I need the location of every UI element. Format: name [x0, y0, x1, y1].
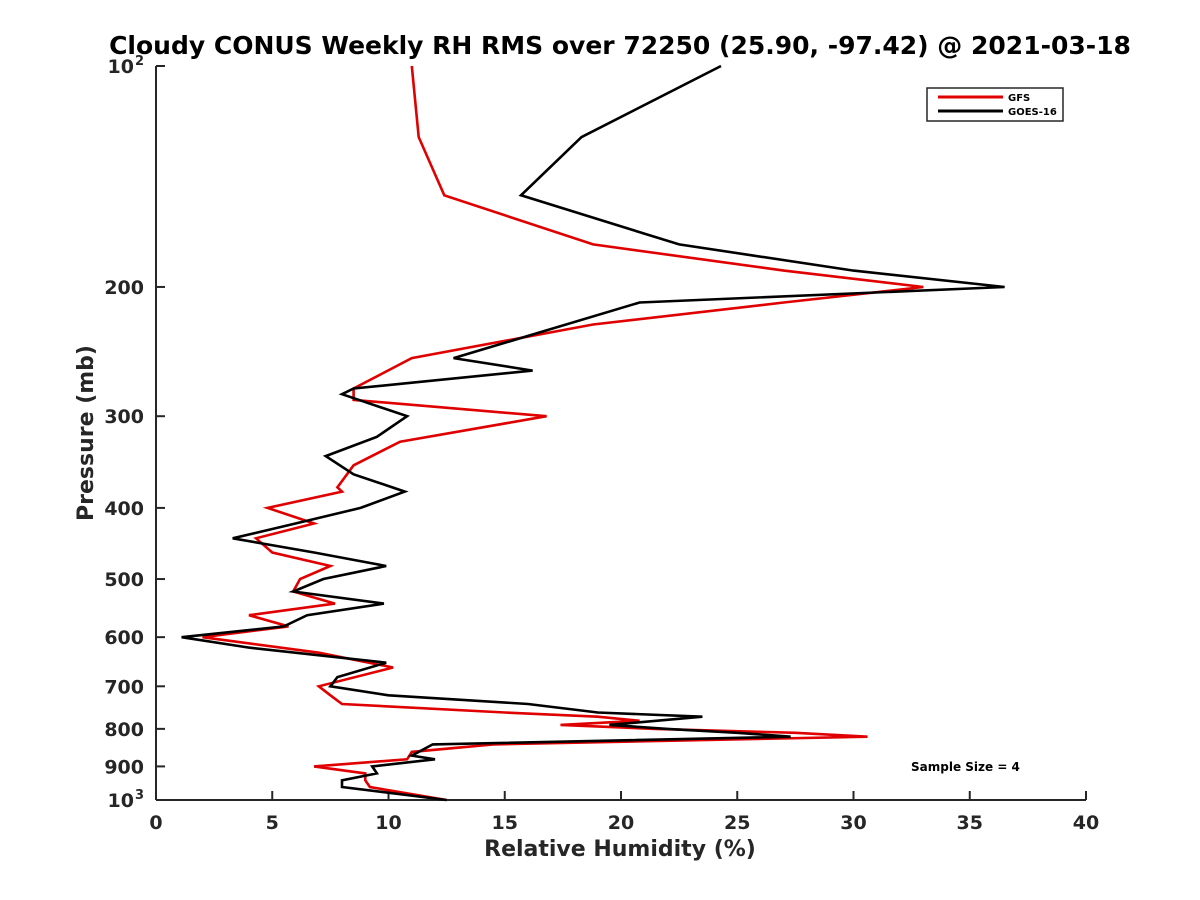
x-tick-label: 20 — [608, 812, 634, 834]
legend-box — [926, 87, 1064, 122]
x-tick-label: 35 — [957, 812, 983, 834]
series-layer — [181, 64, 1005, 802]
y-tick-label: 10 — [108, 790, 134, 812]
x-axis-label: Relative Humidity (%) — [484, 837, 756, 862]
y-tick-label: 300 — [104, 406, 144, 428]
series-line-gfs — [202, 65, 924, 802]
x-tick-label: 10 — [375, 812, 401, 834]
x-axis-ticks: 0 5 10 15 20 25 30 35 40 — [149, 791, 1099, 834]
y-tick-exponent: 3 — [135, 788, 144, 803]
y-tick-label: 600 — [104, 627, 144, 649]
x-tick-label: 30 — [840, 812, 866, 834]
y-axis-label: Pressure (mb) — [74, 345, 99, 521]
y-tick-label: 200 — [104, 277, 144, 299]
y-tick-label: 400 — [104, 498, 144, 520]
legend-label-goes-16: GOES-16 — [1008, 107, 1057, 118]
y-tick-label: 900 — [104, 756, 144, 778]
y-tick-label: 500 — [104, 569, 144, 591]
y-tick-label: 10 — [108, 56, 134, 78]
legend: GFS GOES-16 — [926, 87, 1064, 122]
x-tick-label: 5 — [266, 812, 279, 834]
x-tick-label: 25 — [724, 812, 750, 834]
x-tick-label: 15 — [492, 812, 518, 834]
y-tick-exponent: 2 — [135, 54, 144, 69]
sample-size-annotation: Sample Size = 4 — [911, 760, 1020, 774]
x-tick-label: 40 — [1073, 812, 1099, 834]
chart-title: Cloudy CONUS Weekly RH RMS over 72250 (2… — [109, 31, 1131, 60]
y-tick-label: 800 — [104, 719, 144, 741]
y-tick-label: 700 — [104, 676, 144, 698]
series-line-goes-16 — [181, 64, 1005, 802]
x-tick-label: 0 — [149, 812, 162, 834]
legend-label-gfs: GFS — [1008, 93, 1030, 104]
